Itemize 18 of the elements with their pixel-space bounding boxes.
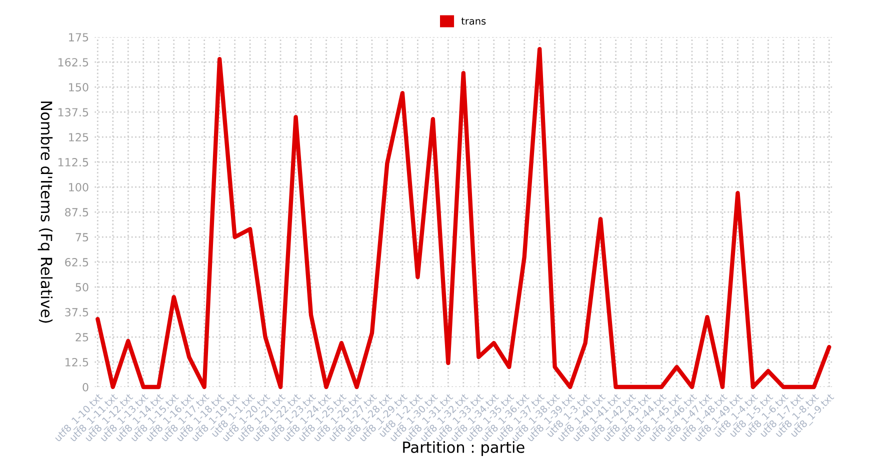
y-tick-label: 175 bbox=[69, 33, 88, 42]
y-tick-label: 100 bbox=[69, 183, 88, 192]
y-tick-label: 150 bbox=[69, 83, 88, 92]
y-tick-label: 137.5 bbox=[58, 108, 88, 116]
y-tick-label: 162.5 bbox=[58, 58, 88, 66]
y-tick-label: 62.5 bbox=[65, 258, 88, 266]
y-tick-label: 0 bbox=[82, 382, 88, 392]
y-axis-title: Nombre d'Items (Fq Relative) bbox=[38, 102, 53, 323]
x-axis-title: Partition : partie bbox=[403, 441, 524, 456]
y-tick-label: 75 bbox=[76, 233, 88, 242]
y-tick-label: 12.5 bbox=[66, 358, 88, 366]
y-tick-label: 125 bbox=[69, 133, 88, 142]
y-tick-label: 37.5 bbox=[65, 308, 88, 316]
y-tick-label: 112.5 bbox=[58, 158, 88, 166]
y-tick-label: 50 bbox=[76, 283, 88, 292]
legend-label: trans bbox=[461, 18, 486, 25]
y-tick-label: 25 bbox=[76, 332, 88, 342]
y-tick-label: 87.5 bbox=[65, 208, 88, 216]
